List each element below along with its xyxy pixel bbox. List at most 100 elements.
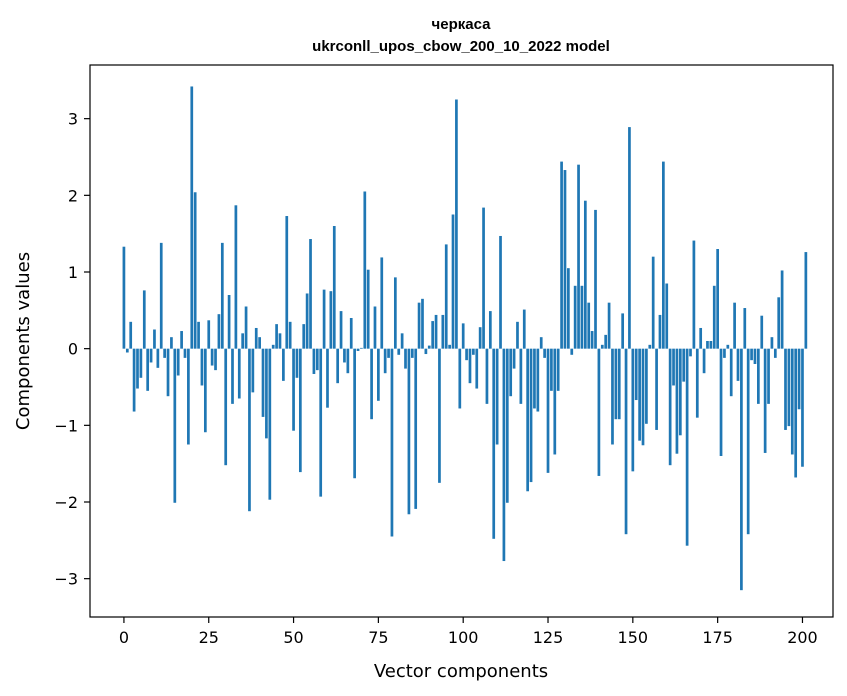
bar (292, 348, 295, 431)
bar (383, 348, 387, 374)
bar (312, 348, 316, 374)
bar (743, 308, 747, 349)
bar (787, 348, 791, 427)
bar (326, 348, 329, 408)
bar (377, 348, 380, 401)
bar (550, 348, 553, 391)
bar (790, 348, 794, 455)
bar (634, 348, 638, 401)
x-tick-label: 125 (533, 628, 564, 647)
bar (400, 333, 404, 349)
bar (499, 235, 502, 349)
bar (149, 348, 153, 363)
bar (695, 348, 699, 418)
bar (590, 331, 594, 349)
bar (421, 298, 424, 349)
bar (353, 348, 356, 479)
x-tick-label: 150 (618, 628, 649, 647)
bar (183, 348, 187, 358)
bar (689, 348, 692, 357)
bar (692, 240, 696, 349)
bar (624, 348, 628, 535)
bar (655, 348, 658, 430)
bar (719, 348, 723, 456)
y-tick-label: −3 (54, 570, 78, 589)
bar (570, 348, 574, 355)
bar (668, 348, 672, 466)
bar (156, 348, 160, 368)
bar (770, 337, 774, 349)
x-tick-label: 200 (787, 628, 818, 647)
bar (733, 302, 736, 349)
bar (444, 244, 448, 349)
bar (617, 348, 621, 420)
bar (146, 348, 150, 391)
x-tick-label: 175 (702, 628, 733, 647)
bar (740, 348, 743, 591)
bar (336, 348, 340, 384)
bar (797, 348, 801, 410)
bar (546, 348, 550, 473)
bar (380, 257, 384, 349)
bar (390, 348, 394, 537)
bar (309, 239, 312, 349)
bar (678, 348, 682, 436)
bar (763, 348, 767, 453)
bar (478, 327, 482, 349)
bar (203, 348, 207, 433)
bar (315, 348, 319, 371)
x-axis: 0 25 50 75 100 125 150 175 200 (119, 617, 818, 647)
chart-title: черкаса (432, 16, 492, 33)
x-tick-label: 50 (283, 628, 303, 647)
chart-subtitle: ukrconll_upos_cbow_200_10_2022 model (312, 38, 610, 55)
bar (193, 192, 197, 349)
bar (441, 314, 445, 349)
bar (346, 348, 350, 374)
bar (190, 86, 194, 349)
bar (651, 256, 655, 349)
bar (217, 314, 221, 349)
bar (339, 311, 343, 349)
bar (139, 348, 143, 378)
bar (712, 285, 716, 349)
bar (726, 344, 730, 349)
bar (268, 348, 272, 500)
bar (662, 161, 665, 349)
bar (495, 348, 499, 445)
bar (427, 345, 431, 349)
bar (780, 270, 784, 349)
bar (282, 348, 285, 381)
bar (801, 348, 804, 467)
bar (237, 348, 241, 399)
y-tick-label: −2 (54, 493, 78, 512)
bar (366, 269, 370, 349)
bar (597, 348, 601, 476)
y-tick-label: 1 (68, 263, 78, 282)
bar (370, 348, 373, 420)
bar (767, 348, 770, 404)
bar (431, 321, 435, 349)
bar (519, 348, 523, 404)
bar (492, 348, 496, 539)
bar (638, 348, 641, 441)
bar (543, 348, 546, 358)
x-tick-label: 100 (448, 628, 479, 647)
bar (699, 327, 703, 349)
bar (539, 337, 543, 349)
bar (153, 329, 156, 349)
bar (332, 226, 336, 349)
bar (414, 348, 418, 509)
bar (254, 327, 258, 349)
bar (397, 348, 401, 355)
bar (248, 348, 251, 512)
bar (363, 191, 367, 349)
bar (285, 216, 289, 349)
bar (621, 313, 625, 349)
bar (526, 348, 530, 492)
bar (577, 164, 580, 349)
bar (631, 348, 635, 472)
bar (804, 252, 808, 349)
bar (417, 302, 421, 349)
bar (716, 249, 719, 349)
